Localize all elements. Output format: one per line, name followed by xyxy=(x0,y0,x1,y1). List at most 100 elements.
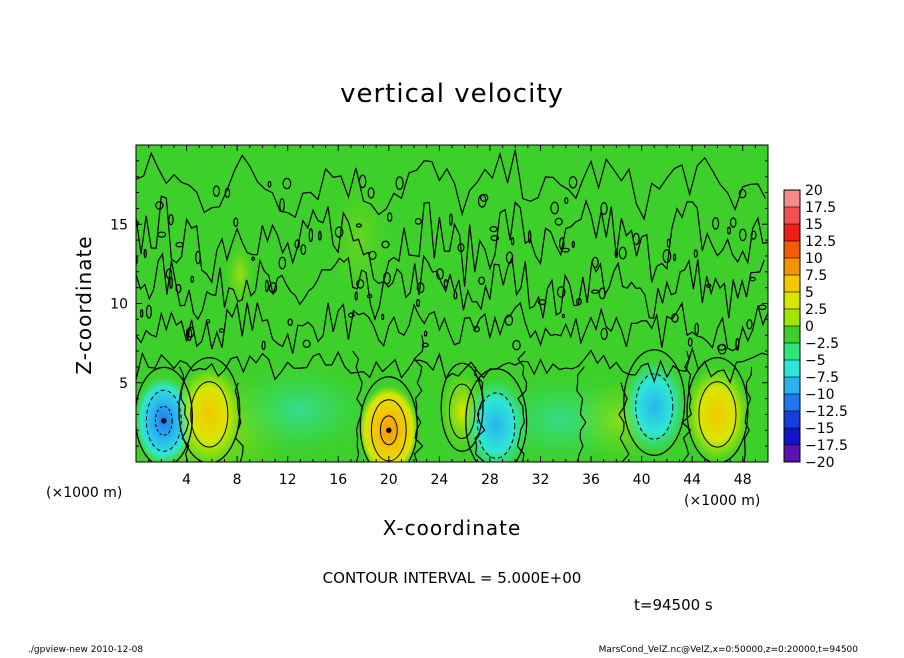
contour-blob xyxy=(421,342,429,348)
y-tick-label: 5 xyxy=(119,376,128,392)
contour-blob xyxy=(294,239,300,249)
contour-peak xyxy=(161,418,167,424)
contour-blob xyxy=(139,309,144,318)
contour-zero-vertical xyxy=(352,350,363,462)
colorbar-swatch xyxy=(784,326,800,344)
contour-zero xyxy=(136,366,193,462)
contour-blob xyxy=(268,282,278,294)
contour-blob xyxy=(598,287,606,300)
colorbar-swatch xyxy=(784,190,800,208)
contour-zero-vertical xyxy=(178,366,190,462)
contour-blob xyxy=(568,176,578,189)
y-tick-label: 10 xyxy=(110,297,128,313)
contour-blob xyxy=(449,213,453,226)
colorbar-swatch xyxy=(784,275,800,293)
contour-peak xyxy=(386,427,392,433)
contour-blob xyxy=(381,240,390,249)
contour-interval-label: CONTOUR INTERVAL = 5.000E+00 xyxy=(323,569,582,587)
contour-blob xyxy=(614,248,619,259)
colorbar-label: 0 xyxy=(805,319,814,335)
contour-zero-irregular xyxy=(136,195,768,287)
colorbar-label: −2.5 xyxy=(805,336,839,352)
colorbar-swatch xyxy=(784,258,800,276)
contour-blob xyxy=(473,325,480,333)
contour-blob xyxy=(480,193,489,202)
contour-zero-irregular xyxy=(136,346,768,384)
contour-zero-vertical xyxy=(576,366,587,462)
x-tick-label: 24 xyxy=(430,472,448,488)
colorbar-label: −12.5 xyxy=(805,404,848,420)
contour-blob xyxy=(414,217,422,225)
contour-blob xyxy=(453,291,458,300)
contour-blob xyxy=(711,217,720,230)
contour-blob xyxy=(528,230,532,244)
contour-lines xyxy=(136,149,768,462)
colorbar-swatch xyxy=(784,292,800,310)
contour-blob xyxy=(505,251,514,264)
contour-blob xyxy=(367,187,375,199)
colorbar-label: 10 xyxy=(805,251,823,267)
x-tick-label: 12 xyxy=(279,472,297,488)
colorbar-swatch xyxy=(784,428,800,446)
contour-blob xyxy=(300,244,307,256)
contour-blob xyxy=(354,291,358,301)
contour-blob xyxy=(600,202,608,215)
contour-blob xyxy=(758,304,767,311)
colorbar-swatch xyxy=(784,224,800,242)
contour-blob xyxy=(694,322,700,335)
contour-blob xyxy=(554,217,563,226)
contour-zero xyxy=(178,357,241,462)
contour-blob xyxy=(224,187,231,198)
contour-blob xyxy=(564,197,569,205)
contour-blob xyxy=(729,217,737,228)
colorbar-label: 15 xyxy=(805,217,823,233)
x-axis-unit-right: (×1000 m) xyxy=(684,493,760,509)
colorbar-swatch xyxy=(784,377,800,395)
contour-blob xyxy=(671,313,679,323)
y-axis-ticks: 5 10 15 xyxy=(110,160,768,447)
contour-blob xyxy=(662,249,672,264)
contour-blob xyxy=(358,174,367,189)
contour-blob xyxy=(282,177,292,190)
colorbar: 2017.51512.5107.552.50−2.5−5−7.5−10−12.5… xyxy=(783,183,848,471)
contour-blob xyxy=(308,228,314,243)
colorbar-swatch xyxy=(784,360,800,378)
contour-zero-irregular xyxy=(136,301,768,354)
time-label: t=94500 s xyxy=(634,596,713,614)
contour-blob xyxy=(416,282,425,294)
x-tick-label: 36 xyxy=(582,472,600,488)
contour-blob xyxy=(735,337,740,351)
contour-zero-irregular xyxy=(136,149,767,221)
updraft-cell xyxy=(177,366,242,462)
contour-blob xyxy=(175,241,184,248)
colorbar-label: −5 xyxy=(805,353,826,369)
contour-blob xyxy=(558,237,565,250)
contour-blob xyxy=(168,214,174,226)
colorbar-label: 2.5 xyxy=(805,302,827,318)
colorbar-swatch xyxy=(784,445,800,463)
contour-blob xyxy=(490,235,500,242)
contour-inner xyxy=(379,415,398,446)
contour-negative xyxy=(635,373,674,440)
contour-blob xyxy=(169,275,173,290)
colorbar-label: 5 xyxy=(805,285,814,301)
contour-blob xyxy=(143,248,147,259)
x-tick-label: 28 xyxy=(481,472,499,488)
colorbar-swatch xyxy=(784,394,800,412)
contour-blob xyxy=(382,272,391,285)
contour-blob xyxy=(489,226,498,233)
contour-positive xyxy=(448,383,476,439)
colorbar-swatch xyxy=(784,241,800,259)
contour-blob xyxy=(738,228,747,242)
contour-blob xyxy=(457,243,465,253)
colorbar-swatch xyxy=(784,309,800,327)
contour-blob xyxy=(175,283,182,294)
contour-blob xyxy=(212,185,220,197)
contour-blob xyxy=(738,188,747,199)
x-axis-label: X-coordinate xyxy=(383,516,522,540)
contour-negative xyxy=(477,392,516,459)
contour-blob xyxy=(278,256,287,270)
contour-positive xyxy=(698,381,737,448)
contour-zero xyxy=(686,357,749,462)
contour-zero-vertical xyxy=(234,382,244,462)
